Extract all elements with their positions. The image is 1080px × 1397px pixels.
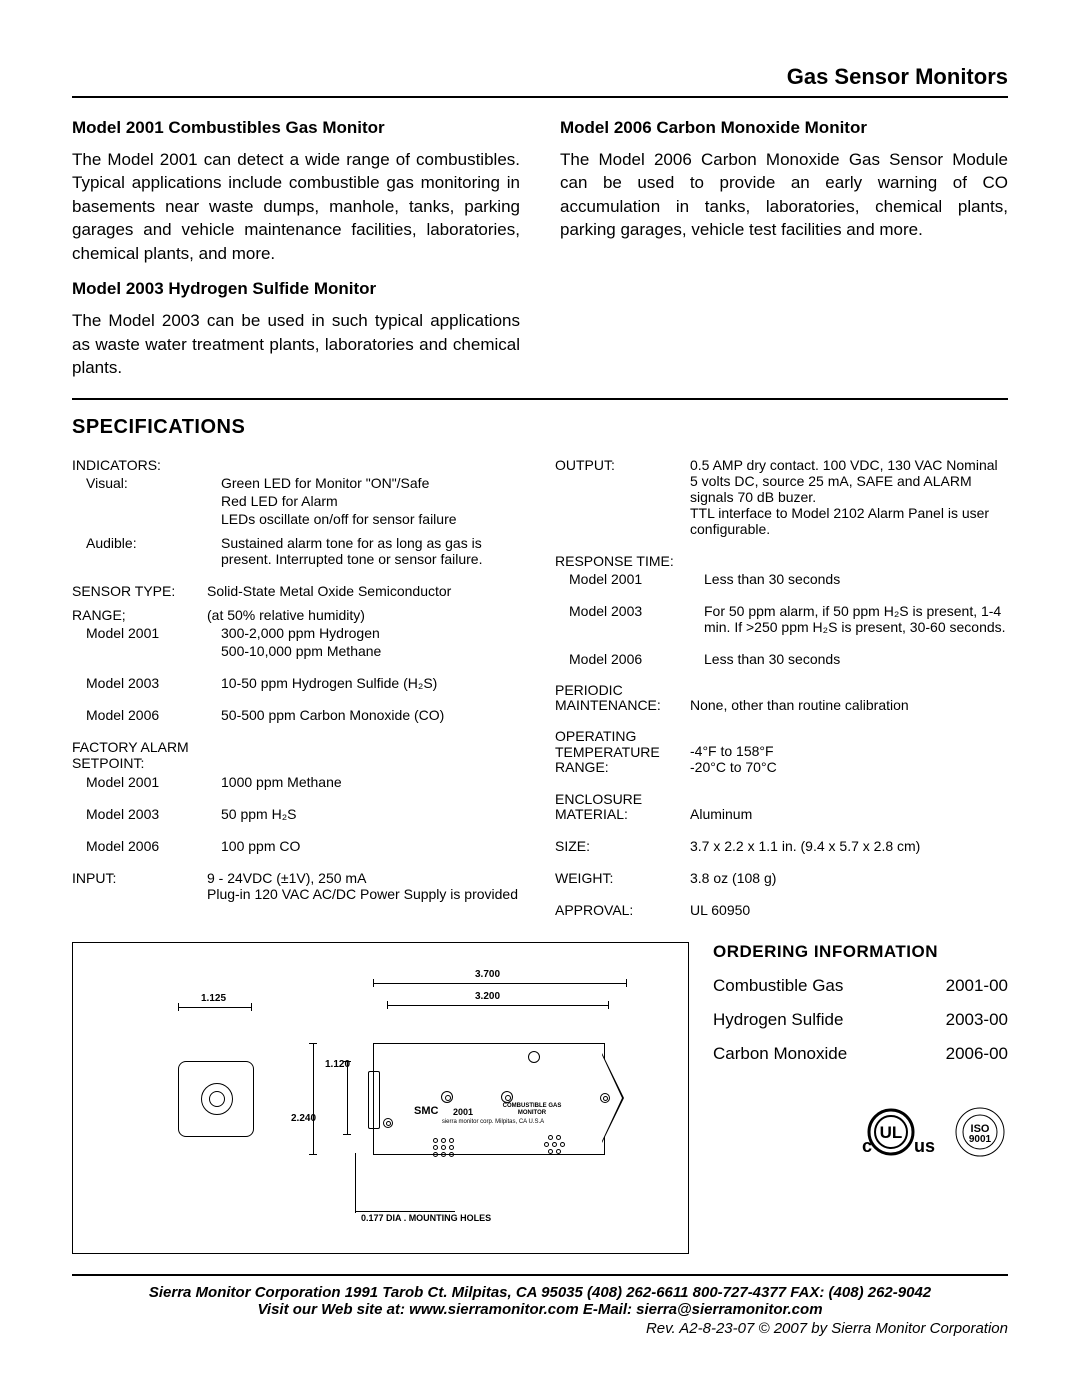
dim-3700: 3.700 [475,969,500,980]
value-setpoint-2001: 1000 ppm Methane [221,774,525,790]
right-column: Model 2006 Carbon Monoxide Monitor The M… [560,104,1008,380]
value-enclosure: Aluminum [690,792,1008,823]
value-visual-2: Red LED for Alarm [221,493,525,509]
label-indicators: INDICATORS: [72,457,207,473]
svg-text:us: us [914,1136,935,1156]
label-range-2003: Model 2003 [72,675,221,691]
value-visual-3: LEDs oscillate on/off for sensor failure [221,511,525,527]
label-setpoint-2006: Model 2006 [72,838,221,854]
mounting-note: 0.177 DIA . MOUNTING HOLES [361,1213,491,1223]
label-input: INPUT: [72,870,207,902]
label-size: SIZE: [555,838,690,854]
svg-text:c: c [862,1136,872,1156]
ul-badge-icon: UL c us [846,1104,936,1160]
value-rt-2006: Less than 30 seconds [704,651,1008,667]
drawing-product: COMBUSTIBLE GAS MONITOR [497,1103,567,1116]
label-rt-2003: Model 2003 [555,603,704,635]
label-output: OUTPUT: [555,457,690,537]
value-rt-2003: For 50 ppm alarm, if 50 ppm H₂S is prese… [704,603,1008,635]
footer-web: Visit our Web site at: www.sierramonitor… [72,1301,1008,1318]
drawing-brand: SMC [414,1105,438,1117]
label-setpoint-2001: Model 2001 [72,774,221,790]
value-setpoint-2006: 100 ppm CO [221,838,525,854]
ordering-information: ORDERING INFORMATION Combustible Gas 200… [713,942,1008,1254]
value-range-2001-1: 300-2,000 ppm Hydrogen [221,625,525,641]
value-rt-2001: Less than 30 seconds [704,571,1008,587]
value-temp-c: -20°C to 70°C [690,759,1008,775]
label-range: RANGE; [72,607,207,623]
svg-text:9001: 9001 [969,1134,992,1145]
order-pn: 2006-00 [946,1044,1008,1064]
iso-badge-icon: ISO 9001 [952,1104,1008,1160]
label-range-2001: Model 2001 [72,625,221,641]
drawing-corp: sierra monitor corp. Milpitas, CA U.S.A [413,1119,573,1126]
left-column: Model 2001 Combustibles Gas Monitor The … [72,104,520,380]
value-sensor-type: Solid-State Metal Oxide Semiconductor [207,583,525,599]
value-visual-1: Green LED for Monitor "ON"/Safe [221,475,525,491]
value-setpoint-2003: 50 ppm H₂S [221,806,525,822]
order-name: Carbon Monoxide [713,1044,847,1064]
value-range-2006: 50-500 ppm Carbon Monoxide (CO) [221,707,525,723]
value-output: 0.5 AMP dry contact. 100 VDC, 130 VAC No… [690,457,1008,537]
model-2001-heading: Model 2001 Combustibles Gas Monitor [72,118,520,138]
value-input: 9 - 24VDC (±1V), 250 mA Plug-in 120 VAC … [207,870,525,902]
label-setpoint-2003: Model 2003 [72,806,221,822]
model-descriptions: Model 2001 Combustibles Gas Monitor The … [72,104,1008,400]
order-name: Hydrogen Sulfide [713,1010,843,1030]
value-maintenance: None, other than routine calibration [690,683,1008,714]
spec-left: INDICATORS: Visual:Green LED for Monitor… [72,457,525,921]
specifications-heading: SPECIFICATIONS [72,416,1008,439]
label-enclosure: ENCLOSURE MATERIAL: [555,792,690,823]
svg-text:UL: UL [880,1123,903,1142]
label-visual: Visual: [72,475,221,491]
label-temperature: OPERATING TEMPERATURE RANGE: [555,729,690,775]
value-weight: 3.8 oz (108 g) [690,870,1008,886]
value-range-2003: 10-50 ppm Hydrogen Sulfide (H₂S) [221,675,525,691]
label-setpoint: FACTORY ALARM SETPOINT: [72,739,207,773]
model-2003-heading: Model 2003 Hydrogen Sulfide Monitor [72,279,520,299]
footer-rev: Rev. A2-8-23-07 © 2007 by Sierra Monitor… [72,1320,1008,1337]
label-approval: APPROVAL: [555,902,690,918]
order-name: Combustible Gas [713,976,843,996]
label-weight: WEIGHT: [555,870,690,886]
value-range-note: (at 50% relative humidity) [207,607,525,623]
model-2006-heading: Model 2006 Carbon Monoxide Monitor [560,118,1008,138]
certification-badges: UL c us ISO 9001 [713,1104,1008,1160]
footer-address: Sierra Monitor Corporation 1991 Tarob Ct… [72,1284,1008,1301]
label-maintenance: PERIODIC MAINTENANCE: [555,683,690,714]
order-row: Combustible Gas 2001-00 [713,976,1008,996]
page-footer: Sierra Monitor Corporation 1991 Tarob Ct… [72,1274,1008,1337]
value-temp-f: -4°F to 158°F [690,743,1008,759]
drawing-model: 2001 [453,1107,473,1117]
label-audible: Audible: [72,535,221,567]
spec-right: OUTPUT:0.5 AMP dry contact. 100 VDC, 130… [555,457,1008,921]
label-range-2006: Model 2006 [72,707,221,723]
model-2003-body: The Model 2003 can be used in such typic… [72,309,520,379]
label-sensor-type: SENSOR TYPE: [72,583,207,599]
dim-1120: 1.120 [325,1059,350,1070]
value-audible: Sustained alarm tone for as long as gas … [221,535,525,567]
value-range-2001-2: 500-10,000 ppm Methane [221,643,525,659]
order-pn: 2001-00 [946,976,1008,996]
dimensional-drawing: SMC 2001 COMBUSTIBLE GAS MONITOR sierra … [72,942,689,1254]
value-size: 3.7 x 2.2 x 1.1 in. (9.4 x 5.7 x 2.8 cm) [690,838,1008,854]
model-2001-body: The Model 2001 can detect a wide range o… [72,148,520,265]
label-rt-2006: Model 2006 [555,651,704,667]
model-2006-body: The Model 2006 Carbon Monoxide Gas Senso… [560,148,1008,242]
page-title: Gas Sensor Monitors [72,64,1008,98]
bottom-area: SMC 2001 COMBUSTIBLE GAS MONITOR sierra … [72,942,1008,1254]
dim-2240: 2.240 [291,1113,316,1124]
order-pn: 2003-00 [946,1010,1008,1030]
order-row: Carbon Monoxide 2006-00 [713,1044,1008,1064]
specifications-table: INDICATORS: Visual:Green LED for Monitor… [72,457,1008,921]
order-row: Hydrogen Sulfide 2003-00 [713,1010,1008,1030]
dim-1125: 1.125 [201,993,226,1004]
label-rt-2001: Model 2001 [555,571,704,587]
value-approval: UL 60950 [690,902,1008,918]
label-response: RESPONSE TIME: [555,553,690,569]
ordering-title: ORDERING INFORMATION [713,942,1008,962]
dim-3200: 3.200 [475,991,500,1002]
